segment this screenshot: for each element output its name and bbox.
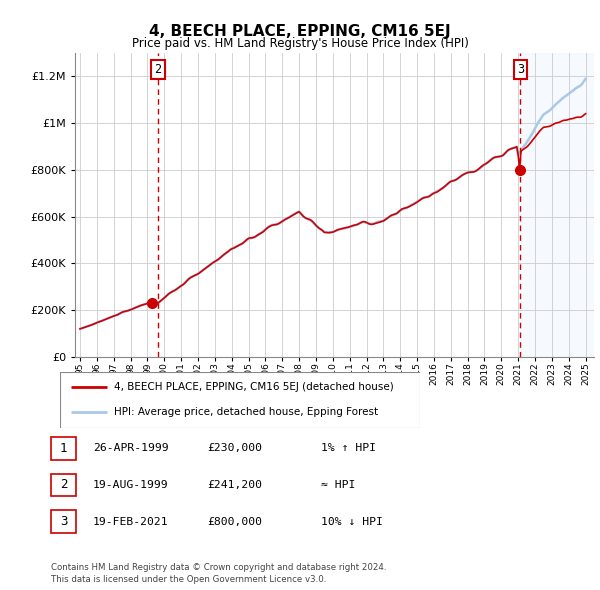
Text: 4, BEECH PLACE, EPPING, CM16 5EJ (detached house): 4, BEECH PLACE, EPPING, CM16 5EJ (detach… bbox=[114, 382, 394, 392]
Text: 26-APR-1999: 26-APR-1999 bbox=[93, 444, 169, 453]
Text: 2: 2 bbox=[60, 478, 67, 491]
Text: 19-FEB-2021: 19-FEB-2021 bbox=[93, 517, 169, 526]
Text: HPI: Average price, detached house, Epping Forest: HPI: Average price, detached house, Eppi… bbox=[114, 407, 378, 417]
Text: 2: 2 bbox=[154, 63, 161, 76]
Text: £241,200: £241,200 bbox=[207, 480, 262, 490]
FancyBboxPatch shape bbox=[60, 372, 420, 428]
Text: £800,000: £800,000 bbox=[207, 517, 262, 526]
Text: 1% ↑ HPI: 1% ↑ HPI bbox=[321, 444, 376, 453]
Text: 1: 1 bbox=[60, 442, 67, 455]
Text: 3: 3 bbox=[60, 515, 67, 528]
Text: 3: 3 bbox=[517, 63, 524, 76]
Text: Contains HM Land Registry data © Crown copyright and database right 2024.
This d: Contains HM Land Registry data © Crown c… bbox=[51, 563, 386, 584]
Bar bbox=[520, 53, 594, 357]
Text: £230,000: £230,000 bbox=[207, 444, 262, 453]
Text: 4, BEECH PLACE, EPPING, CM16 5EJ: 4, BEECH PLACE, EPPING, CM16 5EJ bbox=[149, 24, 451, 38]
Text: 10% ↓ HPI: 10% ↓ HPI bbox=[321, 517, 383, 526]
Text: Price paid vs. HM Land Registry's House Price Index (HPI): Price paid vs. HM Land Registry's House … bbox=[131, 37, 469, 50]
Text: ≈ HPI: ≈ HPI bbox=[321, 480, 355, 490]
Text: 19-AUG-1999: 19-AUG-1999 bbox=[93, 480, 169, 490]
